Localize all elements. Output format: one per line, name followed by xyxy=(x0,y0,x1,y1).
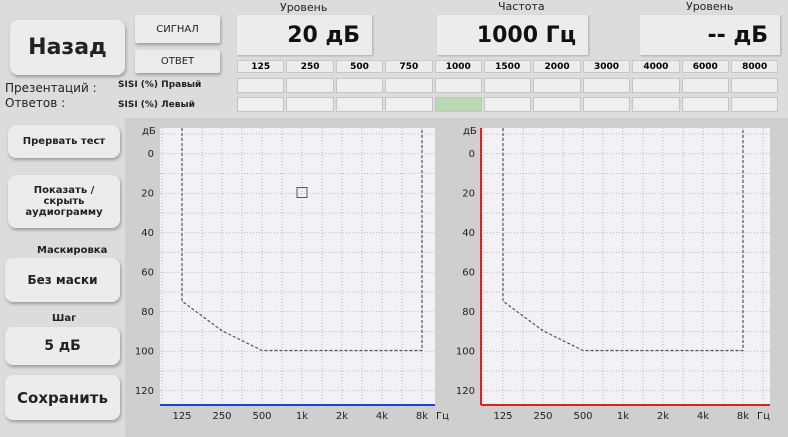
sisi-cell xyxy=(286,97,334,112)
responses-label: Ответов : xyxy=(5,96,66,110)
y-tick-label: 20 xyxy=(141,189,154,200)
sisi-cell xyxy=(385,97,433,112)
x-tick-label: 250 xyxy=(533,411,552,422)
x-unit: Гц xyxy=(436,411,449,422)
y-tick-label: 40 xyxy=(462,228,475,239)
level-label: Уровень xyxy=(280,1,328,14)
masking-label: Маскировка xyxy=(37,245,108,256)
row-label: SISI (%) Правый xyxy=(118,80,202,90)
x-unit: Гц xyxy=(757,411,770,422)
sisi-cell xyxy=(533,78,581,93)
frequency-header: 1000 xyxy=(434,60,482,73)
y-tick-label: 100 xyxy=(456,347,475,358)
sisi-cell xyxy=(484,97,532,112)
sisi-cell xyxy=(533,97,581,112)
y-unit: дБ xyxy=(142,126,156,137)
y-tick-label: 80 xyxy=(462,307,475,318)
level-label-right: Уровень xyxy=(686,0,734,13)
x-tick-label: 250 xyxy=(212,411,231,422)
toggle-audiogram-button[interactable]: Показать / скрыть аудиограмму xyxy=(8,175,120,228)
sisi-cell xyxy=(582,78,631,93)
x-tick-label: 125 xyxy=(172,411,191,422)
x-tick-label: 2k xyxy=(657,411,669,422)
sisi-cell xyxy=(681,78,729,93)
x-tick-label: 500 xyxy=(252,411,271,422)
sisi-cell xyxy=(335,78,384,93)
level-value-right: -- дБ xyxy=(640,15,780,55)
frequency-header: 6000 xyxy=(681,60,729,73)
sisi-cell xyxy=(434,78,482,93)
sisi-cell xyxy=(237,97,285,112)
signal-button[interactable]: СИГНАЛ xyxy=(135,15,220,43)
frequency-header: 2000 xyxy=(533,60,581,73)
frequency-header: 125 xyxy=(237,60,285,73)
frequency-header: 3000 xyxy=(582,60,631,73)
x-tick-label: 2k xyxy=(336,411,348,422)
sisi-cell xyxy=(582,97,631,112)
sisi-cell xyxy=(632,97,680,112)
y-tick-label: 20 xyxy=(462,189,475,200)
level-value: 20 дБ xyxy=(237,15,372,55)
y-tick-label: 120 xyxy=(456,386,475,397)
stop-test-button[interactable]: Прервать тест xyxy=(8,125,120,158)
x-tick-label: 4k xyxy=(697,411,709,422)
y-tick-label: 60 xyxy=(141,268,154,279)
frequency-value: 1000 Гц xyxy=(437,15,588,55)
frequency-header: 4000 xyxy=(632,60,680,73)
cursor-marker xyxy=(296,187,308,198)
sisi-cell xyxy=(731,97,779,112)
y-tick-label: 120 xyxy=(135,386,154,397)
sisi-cell xyxy=(237,78,285,93)
x-tick-label: 1k xyxy=(617,411,629,422)
y-tick-label: 100 xyxy=(135,347,154,358)
plot-area xyxy=(481,128,770,405)
presentations-label: Презентаций : xyxy=(5,81,97,95)
x-tick-label: 8k xyxy=(737,411,749,422)
sisi-cell xyxy=(286,78,334,93)
frequency-header: 750 xyxy=(385,60,433,73)
frequency-header: 500 xyxy=(335,60,384,73)
sisi-cell xyxy=(484,78,532,93)
x-tick-label: 125 xyxy=(493,411,512,422)
save-button[interactable]: Сохранить xyxy=(5,375,120,420)
frequency-header: 8000 xyxy=(731,60,779,73)
plot-area xyxy=(160,128,435,405)
masking-button[interactable]: Без маски xyxy=(5,258,120,302)
row-label: SISI (%) Левый xyxy=(118,100,195,110)
y-tick-label: 40 xyxy=(141,228,154,239)
y-unit: дБ xyxy=(463,126,477,137)
range-boundary xyxy=(181,128,423,352)
sisi-cell xyxy=(385,78,433,93)
sisi-cell xyxy=(632,78,680,93)
x-tick-label: 500 xyxy=(573,411,592,422)
frequency-header: 250 xyxy=(286,60,334,73)
sisi-cell xyxy=(731,78,779,93)
response-button[interactable]: ОТВЕТ xyxy=(135,50,220,73)
y-tick-label: 0 xyxy=(148,149,154,160)
y-tick-label: 60 xyxy=(462,268,475,279)
x-tick-label: 1k xyxy=(296,411,308,422)
step-button[interactable]: 5 дБ xyxy=(5,327,120,365)
frequency-header: 1500 xyxy=(484,60,532,73)
x-tick-label: 4k xyxy=(376,411,388,422)
sisi-cell xyxy=(681,97,729,112)
step-label: Шаг xyxy=(52,313,77,324)
x-tick-label: 8k xyxy=(416,411,428,422)
y-tick-label: 0 xyxy=(469,149,475,160)
back-button[interactable]: Назад xyxy=(10,20,125,75)
sisi-cell xyxy=(434,97,482,112)
frequency-label: Частота xyxy=(498,0,545,13)
range-boundary xyxy=(502,128,744,352)
sisi-cell xyxy=(335,97,384,112)
y-tick-label: 80 xyxy=(141,307,154,318)
